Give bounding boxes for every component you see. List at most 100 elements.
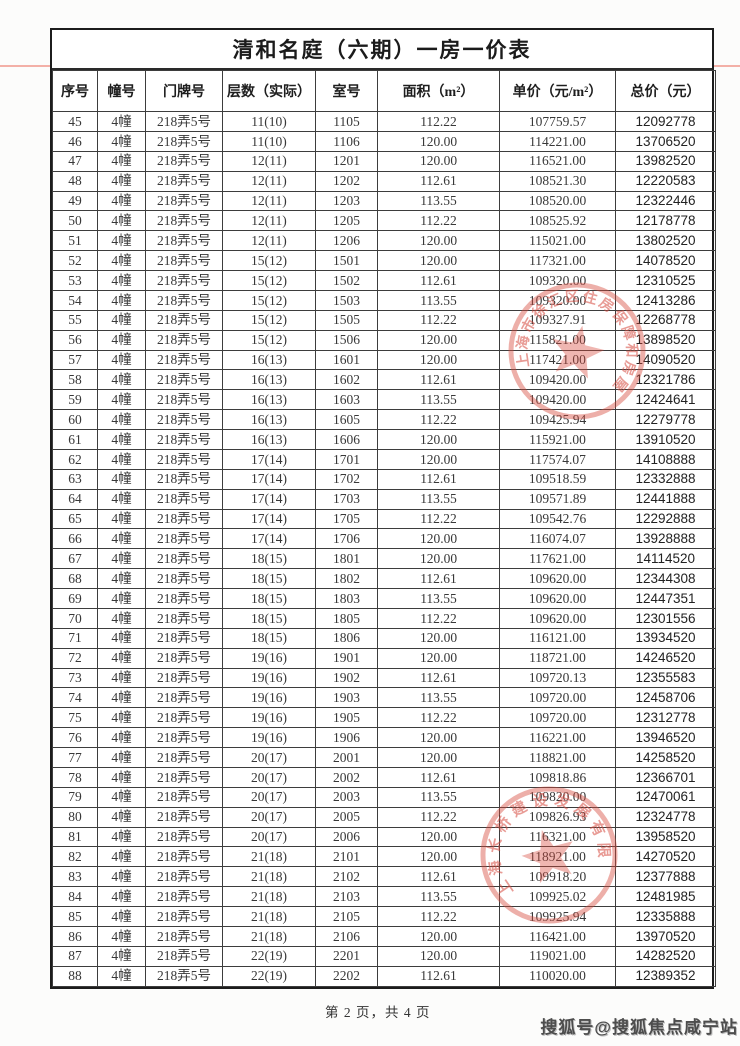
cell-total-price: 13982520	[615, 150, 716, 172]
cell-area: 120.00	[377, 130, 500, 152]
cell-seq: 68	[52, 568, 98, 589]
cell-building: 4幢	[97, 468, 146, 490]
cell-floor: 20(17)	[222, 826, 316, 848]
cell-floor: 11(10)	[222, 111, 316, 132]
cell-seq: 84	[52, 886, 98, 907]
cell-door-no: 218弄5号	[145, 886, 223, 907]
cell-room: 1805	[315, 607, 378, 629]
cell-area: 112.22	[377, 309, 500, 331]
cell-unit-price: 109518.59	[499, 468, 616, 490]
page-title: 清和名庭（六期）一房一价表	[52, 30, 712, 70]
cell-room: 1502	[315, 270, 378, 291]
cell-room: 1806	[315, 627, 378, 649]
cell-floor: 15(12)	[222, 289, 316, 311]
cell-room: 2202	[315, 965, 378, 987]
table-row: 67 4幢 218弄5号 18(15) 1801 120.00 117621.0…	[52, 548, 716, 570]
table-row: 60 4幢 218弄5号 16(13) 1605 112.22 109425.9…	[52, 409, 716, 430]
cell-seq: 67	[52, 548, 98, 570]
cell-building: 4幢	[97, 826, 146, 848]
cell-seq: 70	[52, 607, 98, 629]
cell-unit-price: 115021.00	[499, 230, 616, 252]
cell-building: 4幢	[97, 369, 146, 391]
cell-unit-price: 116221.00	[499, 727, 616, 748]
cell-floor: 11(10)	[222, 130, 316, 152]
cell-room: 1905	[315, 707, 378, 729]
cell-seq: 88	[52, 965, 98, 987]
cell-unit-price: 109327.91	[499, 309, 616, 331]
cell-area: 120.00	[377, 448, 500, 470]
cell-door-no: 218弄5号	[145, 230, 223, 252]
cell-floor: 17(14)	[222, 508, 316, 530]
cell-unit-price: 109925.02	[499, 886, 616, 907]
cell-unit-price: 109918.20	[499, 866, 616, 888]
cell-room: 2103	[315, 886, 378, 907]
cell-door-no: 218弄5号	[145, 766, 223, 788]
cell-door-no: 218弄5号	[145, 210, 223, 232]
cell-area: 113.55	[377, 687, 500, 709]
cell-total-price: 12344308	[615, 568, 716, 589]
table-row: 85 4幢 218弄5号 21(18) 2105 112.22 109925.9…	[52, 906, 716, 927]
table-header-row: 序号 幢号 门牌号 层数（实际） 室号 面积（m²） 单价（元/m²） 总价（元…	[52, 70, 716, 112]
cell-door-no: 218弄5号	[145, 707, 223, 729]
cell-room: 1703	[315, 488, 378, 510]
cell-area: 112.61	[377, 369, 500, 391]
cell-seq: 72	[52, 647, 98, 669]
cell-room: 1605	[315, 409, 378, 430]
cell-unit-price: 109720.00	[499, 687, 616, 709]
cell-seq: 54	[52, 289, 98, 311]
cell-building: 4幢	[97, 111, 146, 132]
table-row: 62 4幢 218弄5号 17(14) 1701 120.00 117574.0…	[52, 448, 716, 470]
cell-floor: 18(15)	[222, 627, 316, 649]
cell-total-price: 12413286	[615, 289, 716, 311]
table-row: 55 4幢 218弄5号 15(12) 1505 112.22 109327.9…	[52, 309, 716, 331]
cell-building: 4幢	[97, 866, 146, 888]
cell-seq: 52	[52, 250, 98, 271]
cell-unit-price: 109420.00	[499, 369, 616, 391]
cell-total-price: 14246520	[615, 647, 716, 669]
header-cell-door-no: 门牌号	[145, 70, 223, 112]
cell-room: 1206	[315, 230, 378, 252]
cell-area: 120.00	[377, 429, 500, 450]
cell-door-no: 218弄5号	[145, 488, 223, 510]
cell-room: 2101	[315, 846, 378, 868]
table-row: 59 4幢 218弄5号 16(13) 1603 113.55 109420.0…	[52, 389, 716, 411]
cell-seq: 82	[52, 846, 98, 868]
cell-room: 2002	[315, 766, 378, 788]
cell-floor: 15(12)	[222, 270, 316, 291]
cell-area: 112.22	[377, 111, 500, 132]
cell-seq: 56	[52, 329, 98, 351]
cell-area: 120.00	[377, 846, 500, 868]
cell-seq: 50	[52, 210, 98, 232]
cell-seq: 51	[52, 230, 98, 252]
cell-area: 112.22	[377, 210, 500, 232]
cell-room: 1205	[315, 210, 378, 232]
cell-seq: 60	[52, 409, 98, 430]
cell-seq: 66	[52, 528, 98, 550]
cell-door-no: 218弄5号	[145, 627, 223, 649]
table-row: 66 4幢 218弄5号 17(14) 1706 120.00 116074.0…	[52, 528, 716, 550]
cell-seq: 73	[52, 667, 98, 689]
table-row: 87 4幢 218弄5号 22(19) 2201 120.00 119021.0…	[52, 945, 716, 967]
cell-unit-price: 116074.07	[499, 528, 616, 550]
table-row: 48 4幢 218弄5号 12(11) 1202 112.61 108521.3…	[52, 170, 716, 192]
cell-area: 113.55	[377, 190, 500, 212]
cell-total-price: 13706520	[615, 130, 716, 152]
cell-area: 120.00	[377, 329, 500, 351]
cell-total-price: 12220583	[615, 170, 716, 192]
header-cell-seq: 序号	[52, 70, 98, 112]
cell-unit-price: 109571.89	[499, 488, 616, 510]
cell-room: 1505	[315, 309, 378, 331]
cell-unit-price: 115821.00	[499, 329, 616, 351]
cell-floor: 19(16)	[222, 687, 316, 709]
cell-door-no: 218弄5号	[145, 130, 223, 152]
cell-room: 1906	[315, 727, 378, 748]
cell-floor: 12(11)	[222, 230, 316, 252]
table-row: 78 4幢 218弄5号 20(17) 2002 112.61 109818.8…	[52, 766, 716, 788]
cell-area: 113.55	[377, 786, 500, 808]
cell-floor: 18(15)	[222, 607, 316, 629]
cell-floor: 17(14)	[222, 468, 316, 490]
cell-area: 113.55	[377, 289, 500, 311]
cell-floor: 15(12)	[222, 309, 316, 331]
cell-door-no: 218弄5号	[145, 448, 223, 470]
cell-room: 2001	[315, 747, 378, 768]
